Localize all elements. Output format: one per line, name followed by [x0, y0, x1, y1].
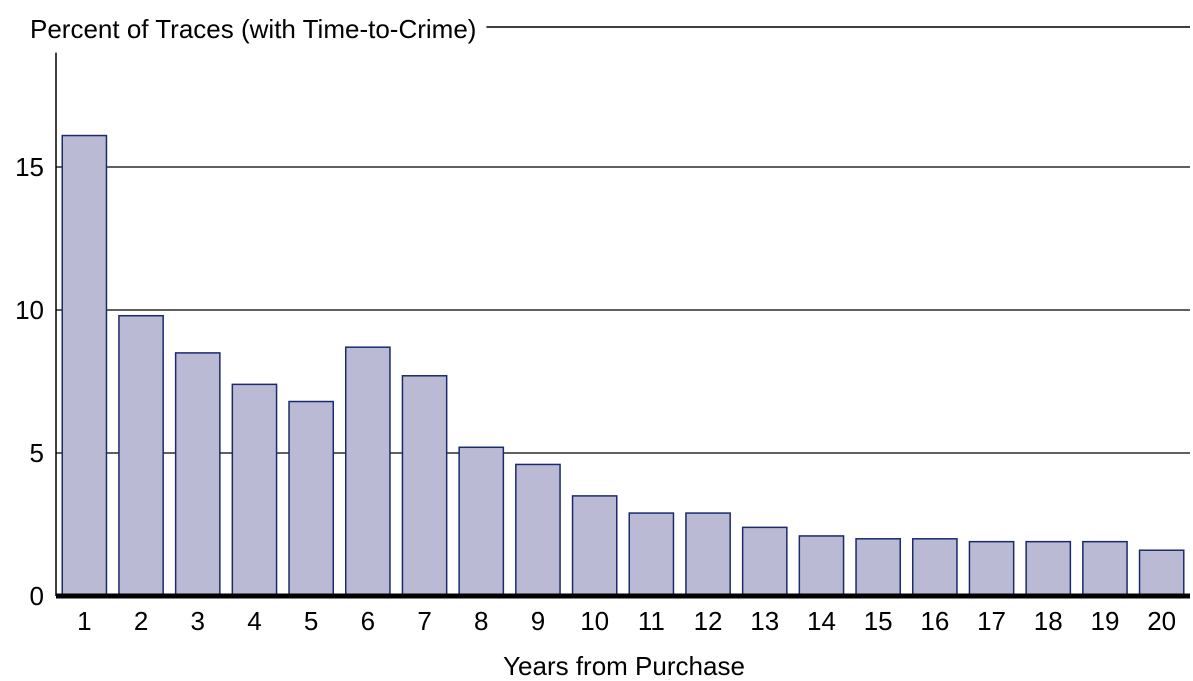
bar-year-4 [231, 383, 278, 597]
x-tick-label: 16 [920, 606, 949, 636]
y-tick-label: 5 [30, 438, 44, 468]
x-tick-label: 5 [304, 606, 318, 636]
x-tick-label: 9 [531, 606, 545, 636]
x-tick-label: 8 [474, 606, 488, 636]
x-tick-label: 10 [580, 606, 609, 636]
y-axis-label: Percent of Traces (with Time-to-Crime) [30, 14, 476, 44]
x-tick-label: 7 [417, 606, 431, 636]
x-tick-label: 17 [977, 606, 1006, 636]
bar-year-12 [685, 512, 731, 597]
gridlines [56, 166, 1190, 454]
bar-year-1 [61, 134, 108, 597]
x-axis-label: Years from Purchase [503, 651, 745, 681]
bar-year-13 [741, 526, 788, 597]
x-tick-label: 13 [750, 606, 779, 636]
y-tick-label: 0 [30, 581, 44, 611]
bar-year-20 [1138, 549, 1185, 597]
y-tick-label: 10 [15, 295, 44, 325]
bar-year-2 [118, 314, 164, 597]
bar-year-8 [458, 446, 505, 597]
bar-year-15 [855, 538, 902, 597]
bar-year-9 [515, 463, 561, 597]
x-tick-label: 12 [694, 606, 723, 636]
bar-year-17 [968, 540, 1015, 597]
bar-year-14 [798, 535, 845, 597]
bar-year-10 [571, 495, 618, 597]
x-tick-label: 3 [191, 606, 205, 636]
x-tick-label: 20 [1147, 606, 1176, 636]
bars [61, 134, 1185, 597]
y-tick-label: 15 [15, 152, 44, 182]
bar-year-16 [911, 538, 958, 597]
y-tick-labels: 0 5 10 15 [15, 152, 44, 611]
x-tick-label: 15 [864, 606, 893, 636]
x-tick-label: 1 [77, 606, 91, 636]
x-tick-label: 2 [134, 606, 148, 636]
x-tick-labels: 1 2 3 4 5 6 7 8 9 10 11 12 13 14 15 16 17 18 19 20 [77, 606, 1176, 636]
x-tick-label: 14 [807, 606, 836, 636]
bar-year-19 [1082, 540, 1128, 597]
bar-year-18 [1025, 540, 1072, 597]
bar-year-11 [628, 512, 675, 597]
x-tick-label: 4 [247, 606, 261, 636]
x-tick-label: 19 [1090, 606, 1119, 636]
bar-year-5 [288, 400, 335, 597]
x-tick-label: 11 [638, 606, 665, 636]
x-tick-label: 18 [1034, 606, 1063, 636]
bar-year-6 [344, 346, 391, 597]
x-tick-label: 6 [361, 606, 375, 636]
bar-year-3 [174, 352, 221, 597]
bar-year-7 [401, 375, 448, 597]
